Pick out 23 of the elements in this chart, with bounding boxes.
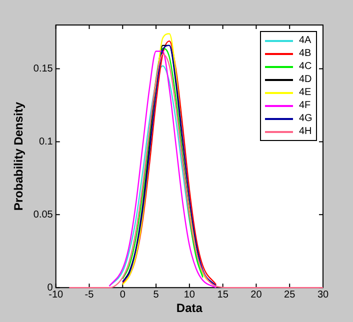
legend-label: 4C: [299, 61, 312, 72]
y-tick-label: 0.1: [38, 136, 54, 148]
line-series: [122, 48, 204, 280]
x-axis-title: Data: [176, 301, 203, 316]
x-tick-label: 10: [184, 289, 196, 300]
x-tick-label: 5: [153, 289, 160, 300]
y-tick-label: 0.15: [33, 64, 54, 75]
x-tick-label: 20: [250, 289, 262, 300]
legend-label: 4A: [299, 35, 312, 46]
x-tick-label: 30: [317, 289, 329, 300]
x-tick-label: 0: [120, 289, 126, 300]
legend-label: 4F: [299, 100, 311, 111]
y-axis-title: Probability Density: [12, 102, 26, 211]
legend-label: 4D: [299, 74, 312, 85]
x-tick-label: 15: [217, 289, 229, 300]
y-tick-label: 0.05: [33, 209, 54, 220]
legend-label: 4B: [299, 48, 312, 59]
x-tick-label: -5: [84, 289, 94, 300]
legend-label: 4G: [299, 113, 312, 124]
legend-label: 4E: [299, 87, 312, 98]
x-tick-label: 25: [284, 289, 296, 300]
line-series: [108, 65, 204, 287]
legend-label: 4H: [299, 126, 312, 137]
